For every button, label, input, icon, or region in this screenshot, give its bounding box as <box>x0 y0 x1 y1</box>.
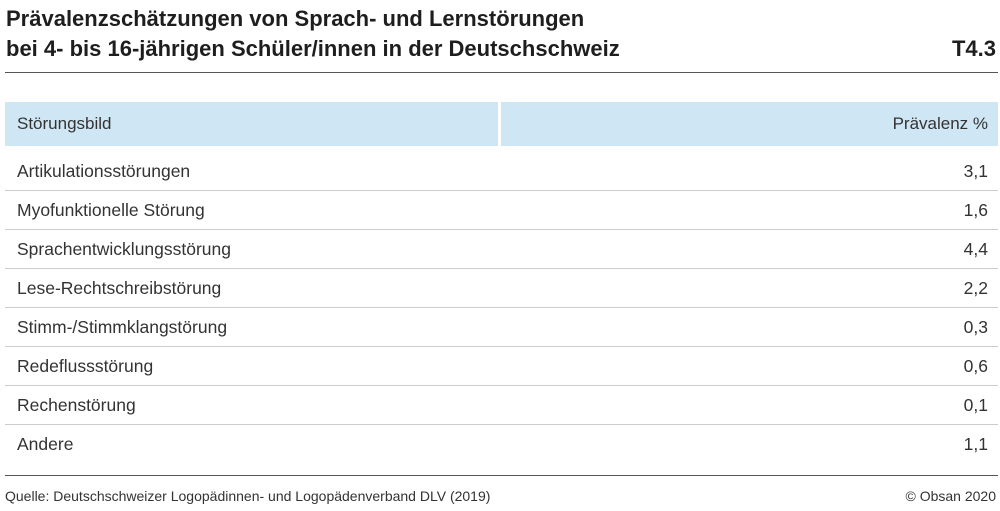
row-value: 0,6 <box>963 355 988 376</box>
title-line-1: Prävalenzschätzungen von Sprach- und Ler… <box>6 6 585 31</box>
table-header: Störungsbild Prävalenz % <box>5 102 998 146</box>
header-disorder: Störungsbild <box>5 102 498 146</box>
copyright-note: © Obsan 2020 <box>905 488 997 504</box>
bottom-divider <box>5 475 998 476</box>
table-row: Artikulationsstörungen 3,1 <box>5 152 998 191</box>
row-value: 0,1 <box>963 394 988 415</box>
footer: Quelle: Deutschschweizer Logopädinnen- u… <box>5 488 996 504</box>
row-value: 1,6 <box>963 199 988 220</box>
row-value: 2,2 <box>963 277 988 298</box>
title-block: Prävalenzschätzungen von Sprach- und Ler… <box>6 4 996 64</box>
header-prevalence: Prävalenz % <box>501 102 998 146</box>
source-note: Quelle: Deutschschweizer Logopädinnen- u… <box>5 488 491 504</box>
table-row: Lese-Rechtschreibstörung 2,2 <box>5 269 998 308</box>
row-value: 4,4 <box>963 238 988 259</box>
header-separator <box>498 102 501 146</box>
table-body: Artikulationsstörungen 3,1 Myofunktionel… <box>5 152 998 464</box>
row-label: Lese-Rechtschreibstörung <box>17 277 222 298</box>
table-row: Sprachentwicklungsstörung 4,4 <box>5 230 998 269</box>
row-value: 3,1 <box>963 160 988 181</box>
row-label: Redeflussstörung <box>17 355 154 376</box>
row-label: Myofunktionelle Störung <box>17 199 205 220</box>
row-label: Andere <box>17 434 74 454</box>
title-line-2: bei 4- bis 16-jährigen Schüler/innen in … <box>6 36 620 61</box>
row-label: Rechenstörung <box>17 394 136 415</box>
row-value: 1,1 <box>963 434 988 454</box>
row-label: Artikulationsstörungen <box>17 160 191 181</box>
row-label: Stimm-/Stimmklangstörung <box>17 316 228 337</box>
row-label: Sprachentwicklungsstörung <box>17 238 232 259</box>
table-row: Myofunktionelle Störung 1,6 <box>5 191 998 230</box>
top-divider <box>5 72 998 73</box>
row-value: 0,3 <box>963 316 988 337</box>
table-row: Andere 1,1 <box>5 425 998 464</box>
table-row: Stimm-/Stimmklangstörung 0,3 <box>5 308 998 347</box>
table-row: Rechenstörung 0,1 <box>5 386 998 425</box>
table-id: T4.3 <box>951 36 996 61</box>
table-row: Redeflussstörung 0,6 <box>5 347 998 386</box>
